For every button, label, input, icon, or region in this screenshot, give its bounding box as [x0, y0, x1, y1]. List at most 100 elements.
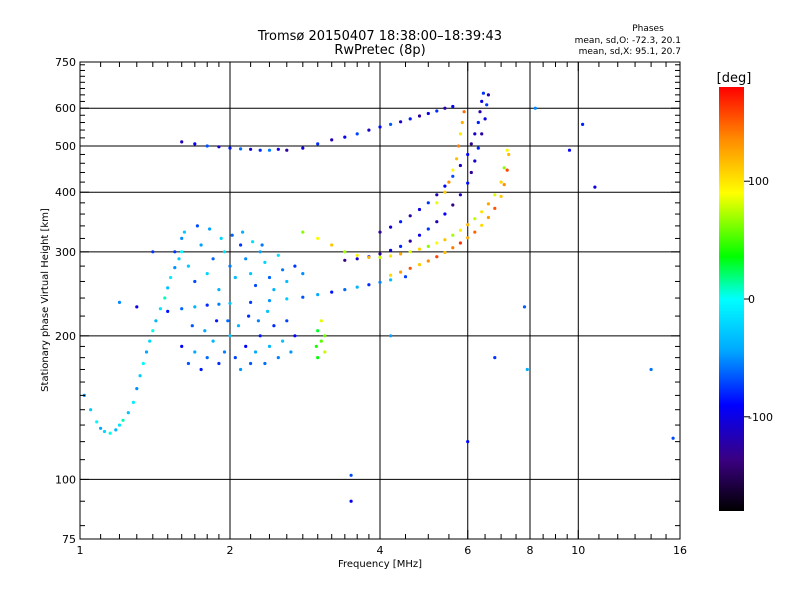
data-point	[451, 168, 455, 172]
data-point	[249, 147, 253, 151]
data-point	[581, 122, 585, 126]
data-point	[266, 309, 270, 313]
data-point	[466, 223, 470, 227]
chart-title: Tromsø 20150407 18:38:00–18:39:43	[257, 29, 502, 44]
series-group	[301, 148, 509, 259]
data-point	[443, 250, 447, 255]
data-point	[251, 240, 255, 244]
data-point	[476, 146, 480, 150]
data-point	[244, 257, 248, 261]
data-point	[267, 299, 272, 303]
data-point	[389, 334, 393, 338]
data-point	[435, 220, 439, 224]
data-point	[389, 273, 393, 277]
colorbar-tick-label: 0	[748, 293, 755, 306]
data-point	[408, 266, 412, 270]
data-point	[389, 122, 393, 126]
data-point	[222, 350, 227, 354]
series-group	[314, 319, 327, 360]
data-point	[473, 217, 477, 221]
data-point	[451, 104, 455, 109]
y-axis-label: Stationary phase Virtual Height [km]	[40, 208, 51, 392]
data-point	[486, 202, 490, 206]
x-tick-label: 6	[464, 544, 471, 557]
data-point	[205, 144, 209, 148]
data-point	[319, 319, 323, 323]
data-point	[456, 144, 461, 148]
data-point	[151, 329, 155, 333]
data-point	[435, 109, 439, 113]
data-point	[244, 344, 248, 348]
data-point	[263, 260, 267, 264]
x-axis-label: Frequency [MHz]	[338, 559, 422, 570]
data-point	[469, 170, 473, 175]
y-tick-label: 600	[55, 102, 76, 115]
data-point	[485, 103, 489, 107]
data-point	[239, 243, 243, 247]
data-point	[426, 201, 430, 205]
data-point	[228, 146, 232, 150]
data-point	[180, 250, 184, 254]
data-point	[367, 255, 371, 259]
data-point	[249, 361, 253, 366]
data-point	[260, 243, 264, 247]
data-point	[215, 319, 219, 323]
data-point	[378, 252, 382, 256]
data-point	[121, 418, 125, 422]
data-point	[272, 288, 276, 292]
data-point	[203, 329, 207, 333]
data-point	[466, 440, 470, 444]
data-points	[82, 91, 675, 503]
data-point	[435, 193, 439, 197]
data-point	[285, 319, 289, 323]
data-point	[314, 344, 318, 348]
data-point	[469, 142, 473, 146]
data-point	[114, 428, 118, 432]
data-point	[166, 286, 170, 290]
data-point	[480, 99, 484, 103]
data-point	[525, 367, 529, 372]
data-point	[355, 285, 359, 289]
data-point	[151, 250, 155, 254]
data-point	[466, 236, 470, 240]
data-point	[417, 247, 422, 251]
colorbar-tick-label: 100	[748, 175, 769, 188]
data-point	[493, 206, 497, 210]
data-point	[89, 408, 93, 412]
data-point	[443, 184, 447, 188]
data-point	[389, 278, 393, 282]
data-point	[233, 356, 237, 360]
series-group	[389, 152, 511, 277]
data-point	[217, 361, 221, 366]
data-point	[473, 159, 477, 163]
data-point	[330, 290, 334, 294]
series-group	[82, 250, 184, 435]
data-point	[154, 319, 158, 323]
data-point	[316, 142, 320, 146]
data-point	[462, 110, 466, 114]
data-point	[180, 307, 184, 311]
data-point	[403, 275, 408, 279]
phase-heading: Phases	[632, 24, 664, 34]
data-point	[343, 250, 347, 254]
data-point	[285, 279, 289, 284]
data-point	[486, 93, 490, 97]
data-point	[426, 111, 430, 116]
data-point	[480, 223, 484, 227]
data-point	[301, 272, 305, 276]
data-point	[166, 309, 170, 313]
data-point	[316, 293, 320, 297]
data-point	[233, 275, 237, 280]
data-point	[272, 324, 276, 328]
data-point	[316, 329, 320, 333]
series-group	[117, 106, 675, 503]
x-tick-label: 2	[227, 544, 234, 557]
data-point	[217, 288, 221, 292]
data-point	[466, 181, 470, 185]
data-point	[480, 210, 484, 214]
data-point	[249, 272, 253, 276]
data-point	[649, 367, 653, 372]
data-point	[217, 145, 221, 149]
data-point	[258, 250, 262, 254]
data-point	[476, 120, 480, 125]
